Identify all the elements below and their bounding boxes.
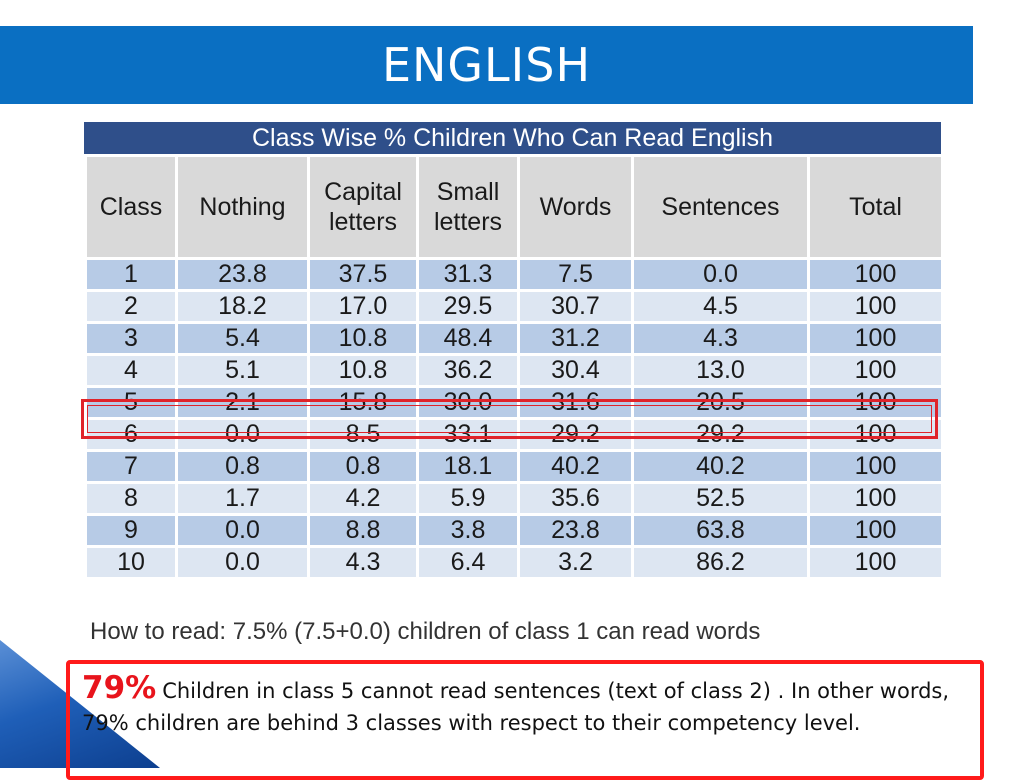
table-cell: 33.1: [416, 417, 520, 452]
table-cell: 13.0: [631, 353, 810, 388]
table-cell: 8.5: [307, 417, 419, 452]
table-cell: 31.3: [416, 257, 520, 292]
table-cell: 6.4: [416, 545, 520, 580]
table-cell: 29.2: [517, 417, 634, 452]
class-wise-table: Class Wise % Children Who Can Read Engli…: [84, 122, 944, 580]
table-cell: 100: [807, 385, 944, 420]
table-cell: 4.2: [307, 481, 419, 516]
table-body: 1 23.8 37.5 31.3 7.5 0.0 100 2 18.2 17.0 29.5 30.7 4…: [84, 257, 944, 580]
table-cell: 37.5: [307, 257, 419, 292]
table-cell: 10: [84, 545, 178, 580]
table-cell: 8.8: [307, 513, 419, 548]
table-cell: 23.8: [517, 513, 634, 548]
table-cell: 100: [807, 257, 944, 292]
column-header: Nothing: [175, 154, 310, 260]
callout-box: 79% Children in class 5 cannot read sente…: [66, 660, 984, 780]
table-cell: 10.8: [307, 321, 419, 356]
table-row: 6 0.0 8.5 33.1 29.2 29.2 100: [84, 417, 944, 452]
table-cell: 29.2: [631, 417, 810, 452]
table-cell: 0.0: [175, 545, 310, 580]
table-cell: 9: [84, 513, 178, 548]
table-cell: 35.6: [517, 481, 634, 516]
column-header: Small letters: [416, 154, 520, 260]
table-cell: 31.2: [517, 321, 634, 356]
table-cell: 36.2: [416, 353, 520, 388]
table-cell: 40.2: [631, 449, 810, 484]
table-cell: 15.8: [307, 385, 419, 420]
table-cell: 3: [84, 321, 178, 356]
column-header: Total: [807, 154, 944, 260]
table-cell: 7.5: [517, 257, 634, 292]
table-cell: 48.4: [416, 321, 520, 356]
table-row: 4 5.1 10.8 36.2 30.4 13.0 100: [84, 353, 944, 388]
table-cell: 7: [84, 449, 178, 484]
table-cell: 100: [807, 289, 944, 324]
table-cell: 4.5: [631, 289, 810, 324]
table-cell: 1.7: [175, 481, 310, 516]
table-cell: 100: [807, 545, 944, 580]
column-header: Sentences: [631, 154, 810, 260]
data-table: Class Nothing Capital letters Small lett…: [84, 154, 944, 580]
table-cell: 100: [807, 481, 944, 516]
header-row: Class Nothing Capital letters Small lett…: [84, 154, 944, 260]
column-header: Capital letters: [307, 154, 419, 260]
table-cell: 17.0: [307, 289, 419, 324]
table-cell: 23.8: [175, 257, 310, 292]
column-header: Words: [517, 154, 634, 260]
table-row: 5 2.1 15.8 30.0 31.6 20.5 100: [84, 385, 944, 420]
table-cell: 40.2: [517, 449, 634, 484]
table-cell: 100: [807, 513, 944, 548]
table-cell: 0.0: [175, 417, 310, 452]
table-cell: 5.9: [416, 481, 520, 516]
table-cell: 3.8: [416, 513, 520, 548]
table-cell: 100: [807, 321, 944, 356]
table-cell: 0.0: [631, 257, 810, 292]
table-cell: 20.5: [631, 385, 810, 420]
table-cell: 18.2: [175, 289, 310, 324]
table-row: 2 18.2 17.0 29.5 30.7 4.5 100: [84, 289, 944, 324]
table-cell: 4: [84, 353, 178, 388]
table-cell: 31.6: [517, 385, 634, 420]
table-row: 1 23.8 37.5 31.3 7.5 0.0 100: [84, 257, 944, 292]
table-row: 9 0.0 8.8 3.8 23.8 63.8 100: [84, 513, 944, 548]
table-cell: 100: [807, 353, 944, 388]
table-cell: 29.5: [416, 289, 520, 324]
table-cell: 4.3: [631, 321, 810, 356]
column-header: Class: [84, 154, 178, 260]
table-row: 3 5.4 10.8 48.4 31.2 4.3 100: [84, 321, 944, 356]
table-cell: 30.7: [517, 289, 634, 324]
table-cell: 100: [807, 449, 944, 484]
table-row: 7 0.8 0.8 18.1 40.2 40.2 100: [84, 449, 944, 484]
table-cell: 10.8: [307, 353, 419, 388]
slide-title: ENGLISH: [381, 38, 592, 92]
callout-text: Children in class 5 cannot read sentence…: [82, 679, 950, 735]
table-cell: 4.3: [307, 545, 419, 580]
table-cell: 0.8: [307, 449, 419, 484]
table-caption: Class Wise % Children Who Can Read Engli…: [84, 122, 941, 154]
slide-title-band: ENGLISH: [0, 26, 973, 104]
table-cell: 86.2: [631, 545, 810, 580]
table-cell: 6: [84, 417, 178, 452]
table-row: 8 1.7 4.2 5.9 35.6 52.5 100: [84, 481, 944, 516]
table-cell: 0.0: [175, 513, 310, 548]
table-cell: 5.1: [175, 353, 310, 388]
table-cell: 5.4: [175, 321, 310, 356]
table-cell: 63.8: [631, 513, 810, 548]
how-to-read-note: How to read: 7.5% (7.5+0.0) children of …: [90, 618, 761, 645]
table-cell: 100: [807, 417, 944, 452]
table-cell: 1: [84, 257, 178, 292]
callout-percent: 79%: [82, 670, 157, 706]
table-cell: 18.1: [416, 449, 520, 484]
table-cell: 52.5: [631, 481, 810, 516]
table-row: 10 0.0 4.3 6.4 3.2 86.2 100: [84, 545, 944, 580]
table-cell: 3.2: [517, 545, 634, 580]
table-cell: 30.0: [416, 385, 520, 420]
table-cell: 0.8: [175, 449, 310, 484]
table-cell: 8: [84, 481, 178, 516]
table-cell: 2.1: [175, 385, 310, 420]
table-cell: 5: [84, 385, 178, 420]
table-cell: 2: [84, 289, 178, 324]
table-cell: 30.4: [517, 353, 634, 388]
